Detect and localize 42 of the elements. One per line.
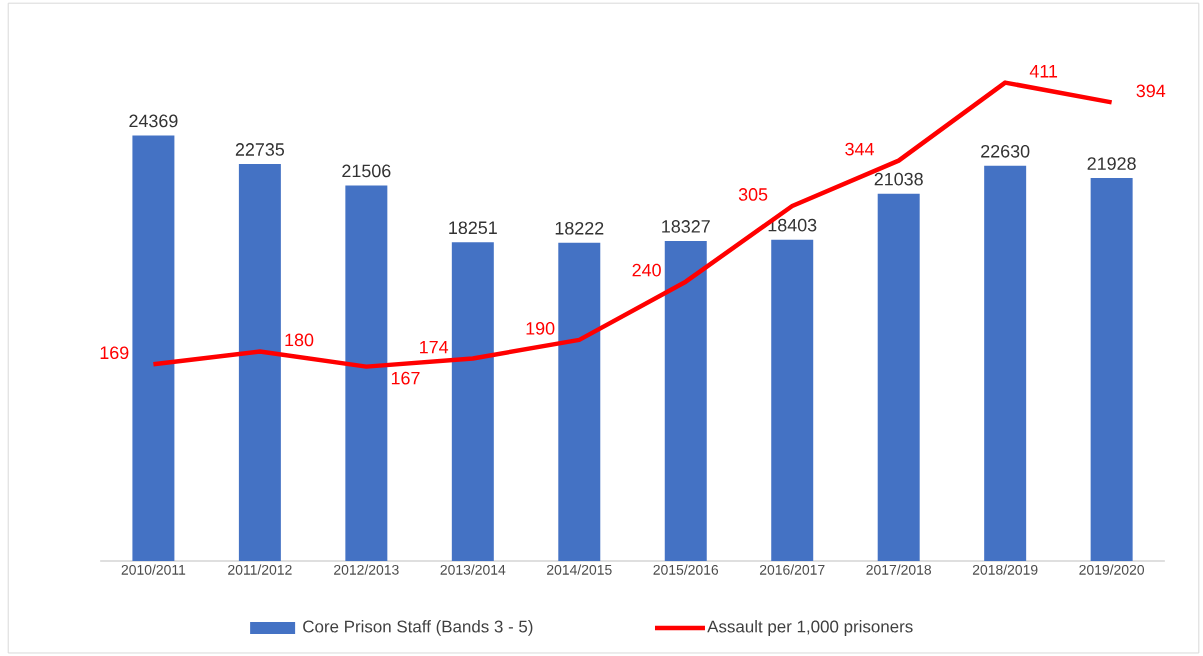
x-tick-label: 2018/2019 xyxy=(972,564,1038,575)
x-tick-label: 2014/2015 xyxy=(547,564,612,575)
data-label: 18251 xyxy=(449,221,497,235)
data-label: 21506 xyxy=(342,164,391,178)
x-tick-label: 2019/2020 xyxy=(1079,564,1145,575)
bar xyxy=(984,165,1027,561)
data-label: 21928 xyxy=(1087,157,1136,170)
bar xyxy=(771,239,814,561)
data-label: 344 xyxy=(845,142,874,156)
data-label: 21038 xyxy=(874,172,923,186)
data-label: 22630 xyxy=(981,144,1030,158)
x-tick-label: 2012/2013 xyxy=(334,564,399,575)
data-label: 305 xyxy=(738,188,768,201)
data-label: 169 xyxy=(100,346,129,360)
data-label: 18222 xyxy=(555,221,604,235)
x-tick-label: 2016/2017 xyxy=(759,564,825,575)
data-label: 167 xyxy=(391,371,420,385)
data-label: 240 xyxy=(632,263,661,277)
x-tick-label: 2010/2011 xyxy=(121,564,186,575)
bar xyxy=(345,185,388,561)
bar xyxy=(132,135,175,561)
bar xyxy=(238,163,281,561)
bar xyxy=(558,242,601,561)
bar xyxy=(1090,178,1133,561)
data-label: 24369 xyxy=(129,114,178,128)
data-label: 174 xyxy=(420,340,449,354)
data-label: 180 xyxy=(285,333,314,347)
data-label: 394 xyxy=(1136,84,1166,98)
legend-label: Assault per 1,000 prisoners xyxy=(707,620,913,636)
legend-label: Core Prison Staff (Bands 3 - 5) xyxy=(303,620,533,636)
x-tick-label: 2015/2016 xyxy=(653,564,719,575)
bar xyxy=(451,242,494,561)
data-label: 190 xyxy=(526,321,555,335)
x-tick-label: 2011/2012 xyxy=(228,564,292,575)
data-label: 22735 xyxy=(235,143,285,156)
x-tick-label: 2017/2018 xyxy=(866,564,932,575)
bar xyxy=(664,240,707,561)
data-label: 411 xyxy=(1029,65,1058,78)
bar xyxy=(877,193,920,561)
data-label: 18403 xyxy=(768,218,817,232)
x-tick-label: 2013/2014 xyxy=(440,564,506,575)
data-label: 18327 xyxy=(662,220,710,233)
